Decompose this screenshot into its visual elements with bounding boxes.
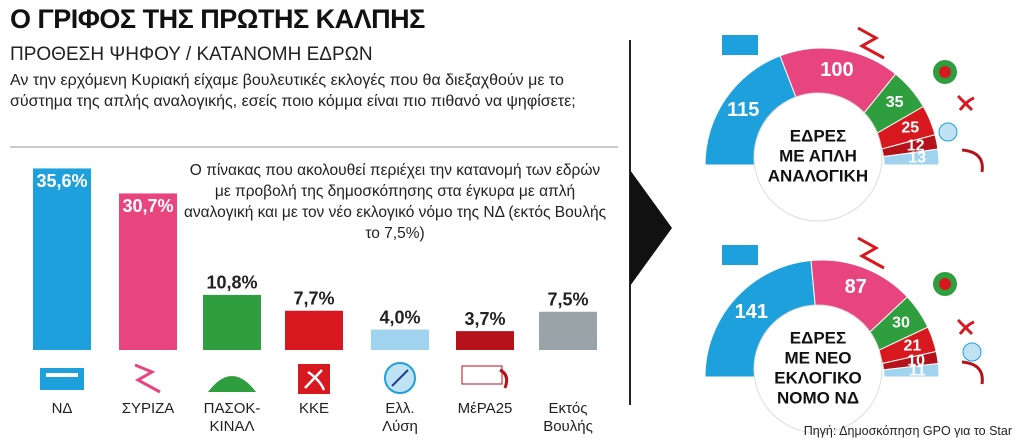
logo-mera25 xyxy=(461,365,509,389)
subtitle: ΠΡΟΘΕΣΗ ΨΗΦΟΥ / ΚΑΤΑΝΟΜΗ ΕΔΡΩΝ xyxy=(10,44,373,65)
semicircle-title: ΕΔΡΕΣ xyxy=(790,328,846,347)
note: Ο πίνακας που ακολουθεί περιέχει την κατ… xyxy=(183,162,607,242)
seat-label: 11 xyxy=(909,363,926,380)
category-label: ΜέΡΑ25 xyxy=(457,400,513,417)
value-label: 30,7% xyxy=(122,196,173,216)
logo-nd-small xyxy=(722,35,758,265)
bar xyxy=(119,193,177,350)
semicircle-title: ΕΔΡΕΣ xyxy=(790,126,846,145)
seat-label: 87 xyxy=(845,276,867,298)
seat-label: 12 xyxy=(907,137,925,154)
bar xyxy=(203,294,261,350)
bar xyxy=(456,331,514,350)
seat-segment xyxy=(883,362,940,378)
logo-syriza xyxy=(134,363,161,394)
value-label: 3,7% xyxy=(464,309,505,329)
seat-label: 10 xyxy=(907,352,925,369)
value-label: 35,6% xyxy=(36,171,87,191)
bar xyxy=(371,329,429,350)
category-label: ΠΑΣΟΚ-ΚΙΝΑΛ xyxy=(203,400,261,435)
source: Πηγή: Δημοσκόπηση GPO για το Star xyxy=(803,424,1012,438)
seat-label: 25 xyxy=(901,120,919,137)
logo-kke-small xyxy=(956,94,975,336)
seat-label: 30 xyxy=(892,315,910,332)
category-label: ΣΥΡΙΖΑ xyxy=(121,400,175,417)
semicircle-title: ΜΕ ΑΠΛΗ xyxy=(779,146,857,165)
seat-label: 100 xyxy=(820,59,853,81)
category-label: ΝΔ xyxy=(51,400,73,417)
logo-syriza-small xyxy=(857,26,885,270)
bar xyxy=(539,311,597,350)
value-label: 7,7% xyxy=(293,288,334,308)
semicircle-title: ΜΕ ΝΕΟ xyxy=(784,348,851,367)
value-label: 4,0% xyxy=(379,307,420,327)
seat-segment xyxy=(882,148,940,166)
seat-label: 115 xyxy=(727,99,759,121)
logo-nd xyxy=(40,368,84,390)
logo-kke xyxy=(298,364,330,394)
category-label: Ελλ. Λύση xyxy=(382,400,418,435)
semicircle-title: ΑΝΑΛΟΓΙΚΗ xyxy=(768,166,868,185)
seat-label: 141 xyxy=(735,301,768,323)
semicircle-title: ΝΟΜΟ ΝΔ xyxy=(777,388,859,407)
arrow xyxy=(630,170,672,286)
seat-label: 13 xyxy=(908,150,926,167)
seat-label: 35 xyxy=(886,94,904,111)
semicircle-title: ΕΚΛΟΓΙΚΟ xyxy=(774,368,861,387)
value-label: 10,8% xyxy=(206,273,257,293)
logo-mera-small xyxy=(961,148,984,385)
logo-lysi-small xyxy=(938,122,982,362)
logo-elliniki-lysi xyxy=(384,362,416,394)
center-disc xyxy=(753,304,883,434)
category-label: Εκτός Βουλής xyxy=(543,400,593,435)
bar xyxy=(285,310,343,350)
logo-pasok-small xyxy=(933,60,957,296)
seat-label: 21 xyxy=(903,337,921,354)
value-label: 7,5% xyxy=(547,290,588,310)
title: Ο ΓΡΙΦΟΣ ΤΗΣ ΠΡΩΤΗΣ ΚΑΛΠΗΣ xyxy=(10,4,425,34)
logo-pasok xyxy=(208,376,256,392)
category-label: ΚΚΕ xyxy=(298,400,329,417)
bar xyxy=(33,168,91,350)
question: Αν την ερχόμενη Κυριακή είχαμε βουλευτικ… xyxy=(10,72,576,110)
center-disc xyxy=(753,92,883,222)
